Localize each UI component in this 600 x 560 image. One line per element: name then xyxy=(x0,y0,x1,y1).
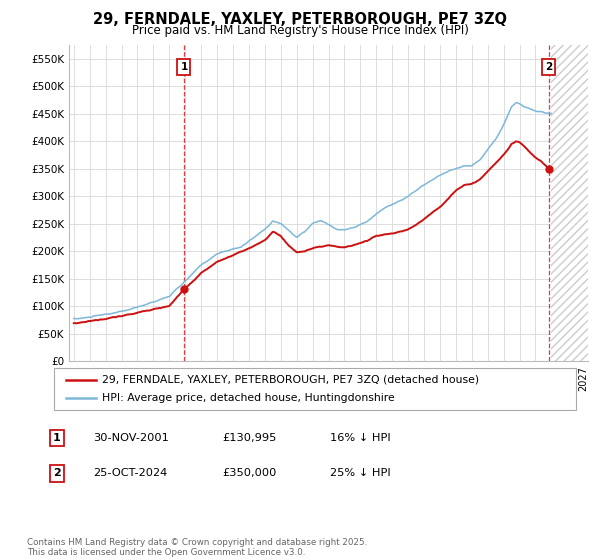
Text: 25-OCT-2024: 25-OCT-2024 xyxy=(93,468,167,478)
Text: 30-NOV-2001: 30-NOV-2001 xyxy=(93,433,169,443)
Text: £350,000: £350,000 xyxy=(222,468,277,478)
Bar xyxy=(551,45,591,361)
Text: £130,995: £130,995 xyxy=(222,433,277,443)
Text: 1: 1 xyxy=(181,62,188,72)
Text: Price paid vs. HM Land Registry's House Price Index (HPI): Price paid vs. HM Land Registry's House … xyxy=(131,24,469,37)
Text: 16% ↓ HPI: 16% ↓ HPI xyxy=(330,433,391,443)
Text: Contains HM Land Registry data © Crown copyright and database right 2025.
This d: Contains HM Land Registry data © Crown c… xyxy=(27,538,367,557)
Text: 2: 2 xyxy=(545,62,553,72)
Text: 29, FERNDALE, YAXLEY, PETERBOROUGH, PE7 3ZQ (detached house): 29, FERNDALE, YAXLEY, PETERBOROUGH, PE7 … xyxy=(102,375,479,385)
Text: 29, FERNDALE, YAXLEY, PETERBOROUGH, PE7 3ZQ: 29, FERNDALE, YAXLEY, PETERBOROUGH, PE7 … xyxy=(93,12,507,27)
Text: 25% ↓ HPI: 25% ↓ HPI xyxy=(330,468,391,478)
Text: 2: 2 xyxy=(53,468,61,478)
Text: HPI: Average price, detached house, Huntingdonshire: HPI: Average price, detached house, Hunt… xyxy=(102,393,395,403)
Text: 1: 1 xyxy=(53,433,61,443)
